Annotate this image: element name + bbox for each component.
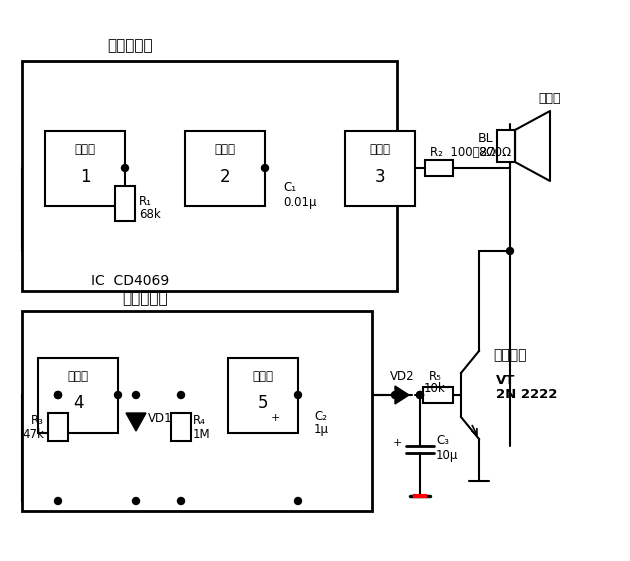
Text: C₁: C₁ (283, 181, 296, 194)
Bar (171, 413, 191, 441)
Text: 5: 5 (258, 394, 268, 412)
Bar (185, 131, 265, 206)
Bar (497, 130, 515, 162)
Text: 反相器: 反相器 (370, 142, 391, 155)
Text: C₃: C₃ (436, 435, 449, 448)
Bar (423, 387, 453, 403)
Text: 扬声器: 扬声器 (538, 91, 561, 104)
Circle shape (391, 392, 399, 398)
Circle shape (294, 498, 302, 504)
Text: R₄: R₄ (193, 415, 206, 427)
Bar (38, 358, 118, 433)
Text: 反相器: 反相器 (67, 370, 88, 383)
Circle shape (55, 392, 62, 398)
Polygon shape (395, 386, 409, 404)
Circle shape (115, 392, 122, 398)
Text: 1M: 1M (193, 429, 210, 442)
Circle shape (122, 164, 129, 172)
Text: 2N 2222: 2N 2222 (496, 388, 558, 401)
Circle shape (178, 498, 185, 504)
Text: 1: 1 (79, 168, 90, 186)
Bar (22, 311, 372, 511)
Circle shape (416, 392, 423, 398)
Bar (115, 186, 135, 221)
Circle shape (132, 498, 139, 504)
Circle shape (55, 498, 62, 504)
Text: +: + (392, 438, 402, 448)
Circle shape (416, 392, 423, 398)
Text: 3: 3 (375, 168, 386, 186)
Circle shape (178, 392, 185, 398)
Text: 4: 4 (72, 394, 83, 412)
Circle shape (132, 392, 139, 398)
Text: 方波产生器: 方波产生器 (122, 292, 168, 306)
Text: 0.01μ: 0.01μ (283, 195, 316, 209)
Text: +: + (271, 413, 280, 423)
Text: 多谐振荡器: 多谐振荡器 (107, 39, 153, 53)
Text: 反相器: 反相器 (253, 370, 273, 383)
Text: VT: VT (496, 374, 515, 387)
Circle shape (507, 247, 513, 255)
Text: R₁: R₁ (139, 195, 152, 208)
Text: 驱动电路: 驱动电路 (493, 348, 527, 362)
Bar (345, 131, 415, 206)
Text: R₂  100～270Ω: R₂ 100～270Ω (430, 145, 511, 159)
Text: 1μ: 1μ (314, 424, 329, 436)
Polygon shape (126, 413, 146, 431)
Bar (425, 160, 453, 176)
Text: BL: BL (478, 131, 494, 145)
Text: C₂: C₂ (314, 410, 327, 422)
Circle shape (55, 392, 62, 398)
Bar (22, 61, 397, 291)
Bar (45, 131, 125, 206)
Text: 8Ω: 8Ω (478, 145, 496, 159)
Bar (228, 358, 298, 433)
Text: 2: 2 (220, 168, 231, 186)
Text: VD2: VD2 (390, 370, 415, 384)
Text: 47k: 47k (22, 429, 44, 442)
Text: 10μ: 10μ (436, 448, 459, 462)
Circle shape (294, 392, 302, 398)
Circle shape (261, 164, 268, 172)
Text: R₃: R₃ (31, 415, 44, 427)
Text: 68k: 68k (139, 208, 161, 220)
Text: 10k: 10k (424, 381, 446, 394)
Text: 反相器: 反相器 (214, 142, 236, 155)
Bar (48, 413, 68, 441)
Text: 反相器: 反相器 (74, 142, 96, 155)
Text: VD1: VD1 (148, 412, 173, 425)
Text: IC  CD4069: IC CD4069 (91, 274, 169, 288)
Text: R₅: R₅ (428, 370, 442, 384)
